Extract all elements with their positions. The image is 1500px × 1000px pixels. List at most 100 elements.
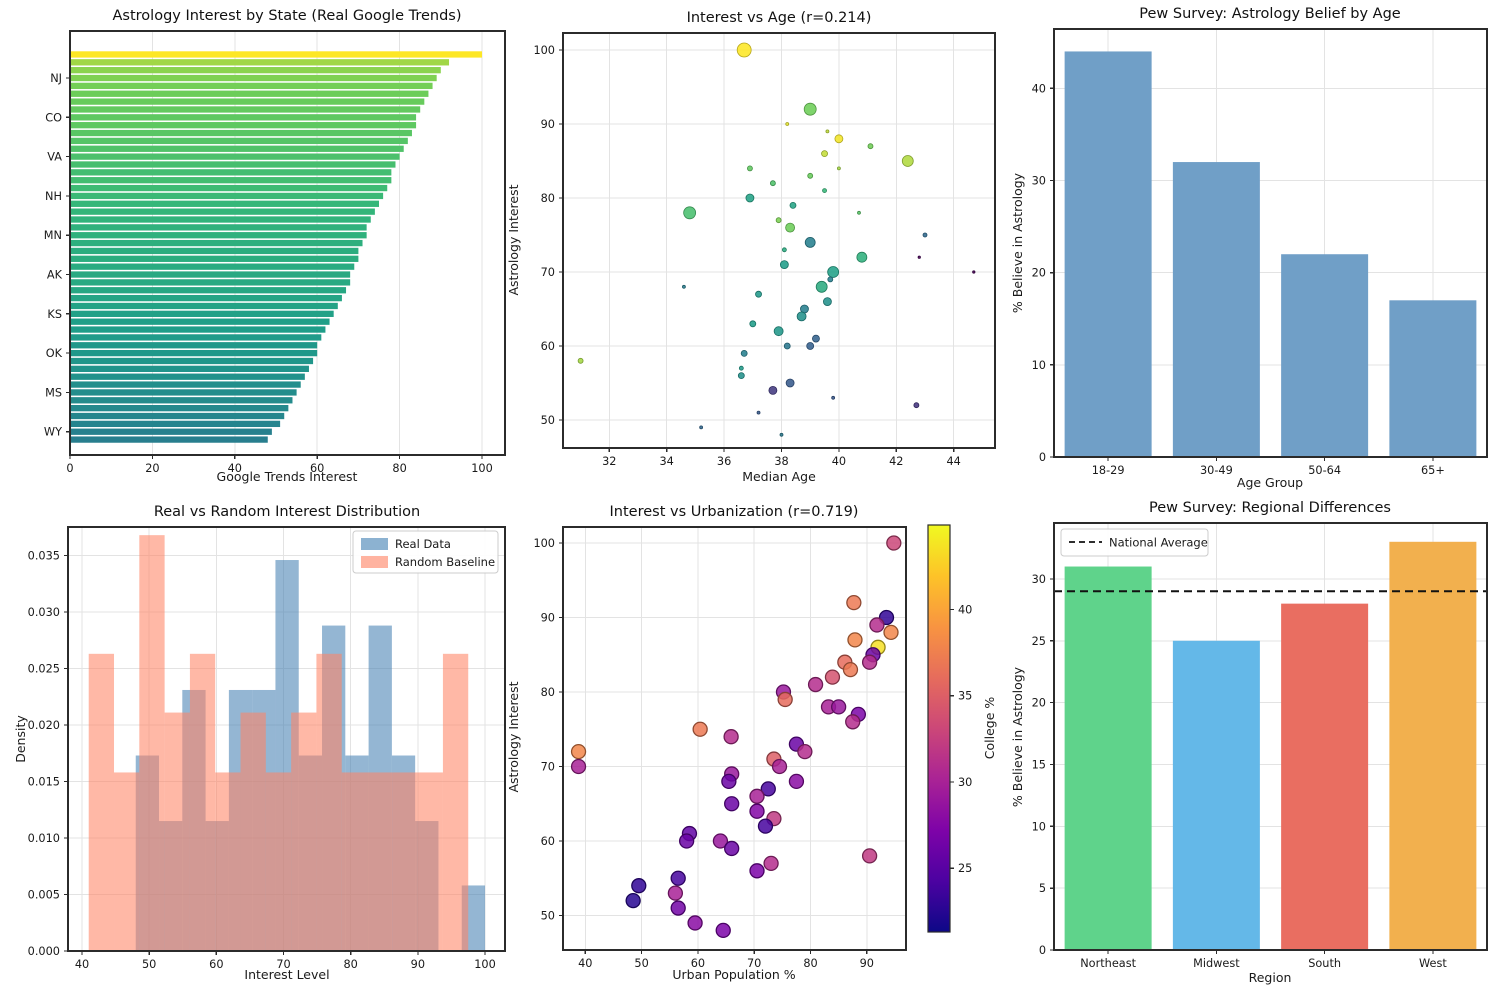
distribution-plot: 40 50 60 70 80 90 100 0.000 0.005 0.010 0.015 0.020… [28,527,505,971]
state-bar [70,405,289,412]
colorbar-label: College % [982,697,997,760]
tick-label: 32 [602,455,616,468]
distribution-legend: Real Data Random Baseline [352,530,499,574]
pew-region-frame [1053,522,1488,951]
scatter-point [785,222,796,233]
state-bar [70,224,367,231]
panel-state-bar: NJ CO VA NH MN AK KS OK MS WY 0 20 40 60 80 100 Astrolo… [44,8,506,484]
tick-label: 70 [747,957,761,970]
bar [1064,566,1152,950]
scatter-point [883,624,899,641]
tick-label: 0.030 [28,606,60,619]
scatter-point [775,217,782,224]
gridlines [563,33,995,448]
panel-distribution: 40 50 60 70 80 90 100 0.000 0.005 0.010 0.015 0.020… [13,504,506,982]
hist-bin [392,772,418,951]
state-bar [70,373,305,380]
hist-bin [442,653,469,951]
age-belief-bars [1064,51,1477,458]
scatter-point [831,699,847,715]
state-bar [70,232,367,239]
scatter-point [715,922,731,939]
hist-bin [164,712,190,951]
pew-region-ylabel: % Believe in Astrology [1010,666,1025,807]
scatter-points [577,42,976,437]
tick-label: 0.020 [28,719,60,732]
tick-label: 40 [832,455,846,468]
scatter-point [625,892,641,909]
tick-label: 80 [541,192,555,205]
state-tick-label: MN [44,229,62,242]
scatter-point [831,395,836,400]
tick-label: 42 [889,455,903,468]
state-bar [70,389,297,396]
state-bar [70,428,272,435]
tick-label: 70 [541,266,555,279]
state-bar [70,82,433,90]
category-label: 65+ [1421,464,1445,477]
scatter-point [789,201,797,209]
age-scatter-plot: 32 34 36 38 40 42 44 50 60 70 80 90 100 [533,33,995,468]
tick-label: 60 [541,340,555,353]
category-label: 18-29 [1092,464,1125,477]
scatter-point [747,165,753,172]
tick-label: 0.000 [28,945,60,958]
state-bar [70,263,355,270]
scatter-point [861,654,878,670]
tick-label: 5 [1039,882,1046,895]
distribution-xlabel: Interest Level [244,967,329,982]
state-bar [70,145,404,152]
scatter-point [779,432,784,437]
tick-label: 40 [578,957,592,970]
state-bar [70,122,417,129]
panel-pew-region: Northeast Midwest South West 0 5 10 15 20 25 30 Na… [1010,500,1488,985]
tick-label: 80 [343,958,357,971]
state-bar [70,287,347,294]
colorbar-ticks: 25 30 35 40 [950,604,972,875]
tick-label: 40 [228,462,242,475]
state-bar [70,349,318,357]
state-bar [70,310,334,317]
scatter-point [804,236,816,248]
hist-bin [189,653,216,951]
scatter-point [745,193,755,203]
state-bar [70,177,392,184]
scatter-point [922,232,928,238]
colorbar: 25 30 35 40 College % [927,524,997,933]
state-bar [70,357,314,365]
hist-bin [417,772,443,951]
scatter-point [777,691,793,708]
tick-label: 100 [471,462,493,475]
state-bar [70,255,359,262]
tick-label: 0 [1039,451,1046,464]
state-bar [70,216,371,223]
state-bar [70,412,285,420]
hist-bin [341,772,368,951]
scatter-point [806,342,815,350]
legend-swatch-random-baseline [361,556,388,568]
tick-label: 70 [276,958,290,971]
tick-label: 50 [541,414,555,427]
scatter-point [913,402,920,409]
scatter-point [749,803,765,819]
bar [1389,300,1477,457]
pew-age-title: Pew Survey: Astrology Belief by Age [1139,6,1401,22]
tick-label: 50 [142,958,156,971]
tick-label: 44 [947,455,961,468]
scatter-point [670,870,686,886]
gridlines [563,527,906,950]
scatter-point [771,758,788,775]
scatter-point [785,378,795,388]
tick-label: 0.025 [28,663,60,676]
scatter-point [721,773,737,790]
scatter-point [682,284,686,289]
tick-label: 80 [392,462,406,475]
scatter-point [856,251,868,263]
pew-region-title: Pew Survey: Regional Differences [1149,500,1391,516]
state-bar [70,302,338,310]
bar [1172,640,1260,950]
state-tick-label: AK [47,269,63,282]
state-tick-label: OK [46,347,63,360]
state-bar [70,51,482,58]
